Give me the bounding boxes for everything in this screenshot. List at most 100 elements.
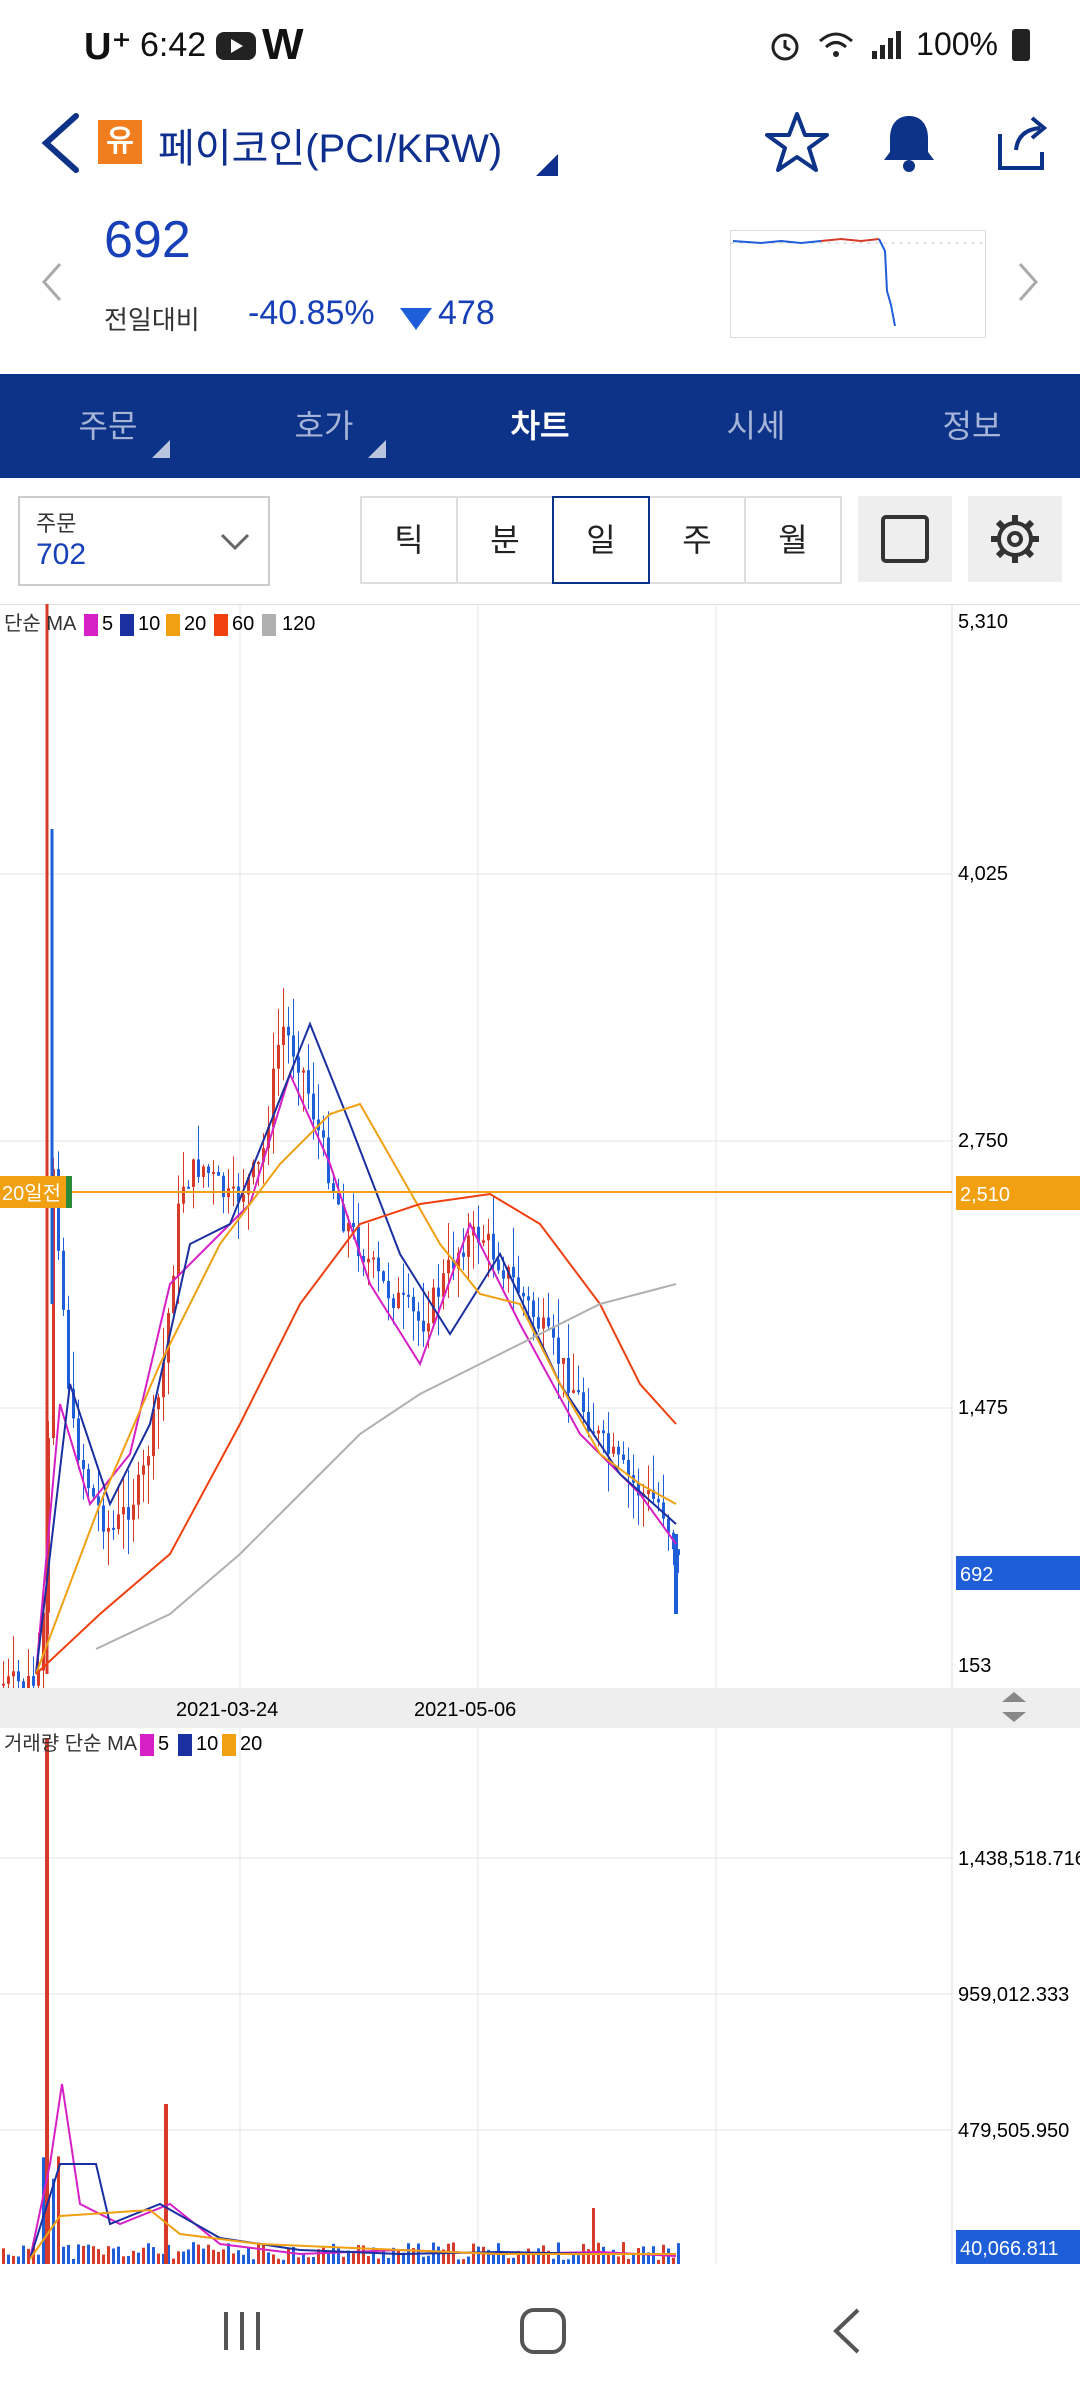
volume-bar bbox=[117, 2246, 120, 2264]
period-week-button[interactable]: 주 bbox=[648, 496, 746, 584]
volume-bar bbox=[232, 2253, 235, 2264]
back-icon[interactable] bbox=[32, 108, 92, 178]
candle-body bbox=[282, 1026, 285, 1045]
candle-body bbox=[297, 1056, 300, 1073]
volume-bar bbox=[547, 2250, 550, 2264]
candle-body bbox=[387, 1280, 390, 1299]
volume-bar bbox=[182, 2251, 185, 2264]
chevron-down-icon bbox=[220, 533, 250, 551]
ma60-swatch bbox=[214, 614, 228, 636]
candle-body bbox=[92, 1488, 95, 1497]
chart-area[interactable]: 20일전 2,510 단순 MA 5 10 20 60 120 5,310 4,… bbox=[0, 604, 1080, 2264]
candle-body bbox=[487, 1233, 490, 1241]
candle-body bbox=[677, 1549, 680, 1556]
volume-bar bbox=[197, 2244, 200, 2264]
vol-y-label-1: 959,012.333 bbox=[958, 1984, 1069, 2006]
tab-order[interactable]: 주문 bbox=[0, 374, 216, 478]
candle-body bbox=[322, 1130, 325, 1138]
volume-bar bbox=[422, 2256, 425, 2264]
order-dropdown[interactable]: 주문 702 bbox=[18, 496, 270, 586]
volume-bar bbox=[187, 2249, 190, 2264]
panel-resize-handle-icon[interactable] bbox=[1002, 1692, 1026, 1722]
candle-body bbox=[482, 1240, 485, 1243]
volume-bar bbox=[672, 2257, 675, 2264]
title-dropdown-indicator[interactable] bbox=[536, 154, 558, 176]
volume-bar bbox=[397, 2250, 400, 2264]
tab-orderbook[interactable]: 호가 bbox=[216, 374, 432, 478]
volume-bar bbox=[97, 2249, 100, 2264]
status-bar: U⁺ 6:42 W 100% bbox=[0, 0, 1080, 90]
candle-body bbox=[267, 1127, 270, 1149]
bell-icon[interactable] bbox=[874, 108, 944, 178]
candle-body bbox=[347, 1222, 350, 1232]
candle-body bbox=[612, 1446, 615, 1454]
candle-body bbox=[412, 1296, 415, 1312]
candle-body bbox=[27, 1676, 30, 1689]
period-tick-button[interactable]: 틱 bbox=[360, 496, 458, 584]
mini-sparkline bbox=[730, 230, 986, 338]
candle-body bbox=[542, 1317, 545, 1329]
volume-bar bbox=[247, 2247, 250, 2264]
signal-icon bbox=[872, 30, 902, 59]
period-minute-button[interactable]: 분 bbox=[456, 496, 554, 584]
candle-body bbox=[422, 1320, 425, 1332]
volume-bar bbox=[467, 2256, 470, 2264]
candle-body bbox=[112, 1527, 115, 1530]
nav-back-icon[interactable] bbox=[830, 2306, 864, 2356]
candle-body bbox=[127, 1507, 130, 1520]
period-day-button[interactable]: 일 bbox=[552, 496, 650, 584]
order-dropdown-value: 702 bbox=[36, 538, 87, 571]
volume-bar bbox=[437, 2246, 440, 2264]
candle-body bbox=[202, 1166, 205, 1177]
period-selector: 틱 분 일 주 월 bbox=[360, 496, 842, 584]
battery-icon bbox=[1012, 28, 1030, 61]
period-month-button[interactable]: 월 bbox=[744, 496, 842, 584]
y-label-2: 2,750 bbox=[958, 1130, 1008, 1152]
vol-current-label: 40,066.811 bbox=[960, 2238, 1059, 2260]
volume-bar bbox=[532, 2251, 535, 2264]
volume-bar bbox=[477, 2246, 480, 2264]
candle-body bbox=[67, 1309, 70, 1389]
y-label-0: 5,310 bbox=[958, 611, 1008, 633]
candle-body bbox=[7, 1676, 10, 1684]
volume-bar bbox=[37, 2254, 40, 2264]
ref-label-box bbox=[0, 1176, 68, 1208]
candle-body bbox=[217, 1171, 220, 1176]
x-axis-band bbox=[0, 1688, 1080, 1728]
tab-order-label: 주문 bbox=[78, 408, 138, 444]
candle-body bbox=[637, 1482, 640, 1496]
volume-bar bbox=[362, 2245, 365, 2264]
settings-button[interactable] bbox=[968, 496, 1062, 582]
tab-chart[interactable]: 차트 bbox=[432, 374, 648, 478]
candle-body bbox=[307, 1070, 310, 1094]
candle-body bbox=[182, 1186, 185, 1204]
vol-y-label-0: 1,438,518.716 bbox=[958, 1848, 1080, 1870]
volume-bar bbox=[302, 2254, 305, 2264]
status-icons: 100% bbox=[768, 26, 1030, 63]
ma120-line bbox=[95, 1283, 677, 1650]
ref-label: 20일전 bbox=[2, 1182, 61, 1205]
prev-coin-chevron-icon[interactable] bbox=[40, 260, 64, 304]
tab-info[interactable]: 정보 bbox=[864, 374, 1080, 478]
next-coin-chevron-icon[interactable] bbox=[1016, 260, 1040, 304]
volume-bar bbox=[172, 2258, 175, 2264]
ma10-line bbox=[35, 1021, 677, 1675]
volume-bar bbox=[632, 2254, 635, 2264]
coin-title[interactable]: 페이코인(PCI/KRW) bbox=[158, 127, 503, 171]
ma10-label: 10 bbox=[138, 613, 160, 635]
recent-apps-icon[interactable] bbox=[220, 2306, 264, 2356]
fullscreen-button[interactable] bbox=[858, 496, 952, 582]
share-icon[interactable] bbox=[986, 108, 1056, 178]
x-label-1: 2021-05-06 bbox=[414, 1699, 516, 1721]
volume-bar bbox=[322, 2247, 325, 2264]
favorite-star-icon[interactable] bbox=[762, 108, 832, 178]
home-icon[interactable] bbox=[518, 2306, 568, 2356]
tab-quotes[interactable]: 시세 bbox=[648, 374, 864, 478]
candle-body bbox=[197, 1159, 200, 1177]
volume-bar bbox=[377, 2258, 380, 2264]
volume-bar bbox=[192, 2242, 195, 2264]
volume-bar bbox=[297, 2257, 300, 2264]
candle-body bbox=[657, 1498, 660, 1503]
volume-bar bbox=[577, 2255, 580, 2264]
volume-bar bbox=[227, 2243, 230, 2264]
